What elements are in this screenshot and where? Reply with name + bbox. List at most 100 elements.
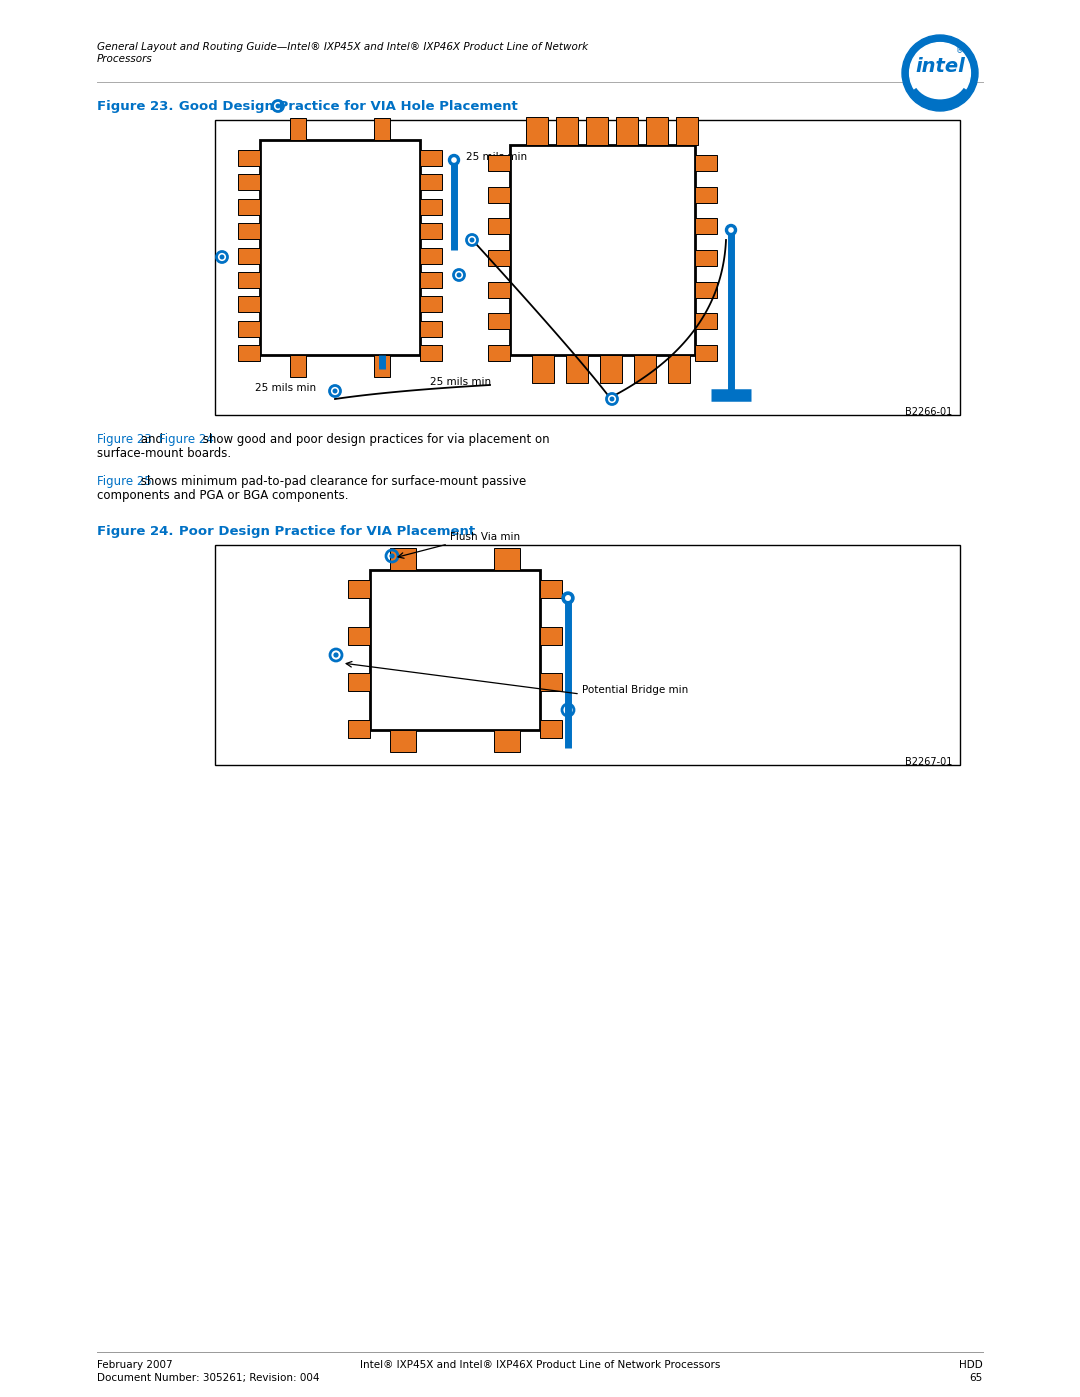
Bar [540, 673, 562, 692]
Bar [488, 218, 510, 235]
Bar [488, 250, 510, 265]
Text: Figure 24.: Figure 24. [97, 525, 174, 538]
Bar [215, 120, 960, 415]
Bar [494, 548, 519, 570]
Bar [420, 149, 442, 166]
Bar [420, 198, 442, 215]
Text: surface-mount boards.: surface-mount boards. [97, 447, 231, 460]
Bar [566, 355, 588, 383]
Bar [556, 117, 578, 145]
Text: and: and [137, 433, 166, 446]
Circle shape [726, 225, 737, 236]
Circle shape [457, 274, 461, 277]
Circle shape [902, 35, 978, 110]
Bar [488, 187, 510, 203]
Text: Document Number: 305261; Revision: 004: Document Number: 305261; Revision: 004 [97, 1373, 320, 1383]
Bar [646, 117, 669, 145]
Bar [291, 355, 306, 377]
Text: Figure 23.: Figure 23. [97, 101, 174, 113]
Bar [348, 673, 370, 692]
Bar [348, 719, 370, 738]
Bar [600, 355, 622, 383]
Circle shape [729, 228, 733, 232]
Circle shape [470, 239, 474, 242]
Text: B2267-01: B2267-01 [905, 757, 951, 767]
Bar [390, 548, 416, 570]
Bar [488, 282, 510, 298]
Bar [532, 355, 554, 383]
Bar [634, 355, 656, 383]
Bar [676, 117, 698, 145]
Circle shape [390, 555, 394, 557]
Text: HDD: HDD [959, 1361, 983, 1370]
Bar [420, 345, 442, 360]
Bar [238, 175, 260, 190]
Bar [669, 355, 690, 383]
Text: show good and poor design practices for via placement on: show good and poor design practices for … [199, 433, 550, 446]
Bar [374, 117, 390, 140]
Bar [696, 250, 717, 265]
Bar [291, 117, 306, 140]
Bar [420, 272, 442, 288]
Bar [238, 345, 260, 360]
Circle shape [334, 390, 337, 393]
Bar [420, 224, 442, 239]
Bar [696, 345, 717, 360]
Text: Processors: Processors [97, 54, 152, 64]
Bar [540, 719, 562, 738]
Bar [215, 545, 960, 766]
Bar [260, 140, 420, 355]
Bar [696, 155, 717, 170]
Circle shape [334, 652, 338, 657]
Bar [238, 224, 260, 239]
Bar [488, 155, 510, 170]
Text: shows minimum pad-to-pad clearance for surface-mount passive: shows minimum pad-to-pad clearance for s… [137, 475, 526, 488]
Bar [420, 247, 442, 264]
Bar [420, 296, 442, 313]
Text: Figure 24: Figure 24 [159, 433, 214, 446]
Text: 25 mils min: 25 mils min [465, 152, 527, 162]
Bar [494, 731, 519, 752]
Text: 25 mils min: 25 mils min [255, 383, 316, 393]
Bar [488, 345, 510, 360]
Text: 65: 65 [970, 1373, 983, 1383]
Bar [238, 272, 260, 288]
Text: Good Design Practice for VIA Hole Placement: Good Design Practice for VIA Hole Placem… [165, 101, 517, 113]
Bar [238, 296, 260, 313]
Text: General Layout and Routing Guide—Intel® IXP45X and Intel® IXP46X Product Line of: General Layout and Routing Guide—Intel® … [97, 42, 589, 52]
Text: February 2007: February 2007 [97, 1361, 173, 1370]
Bar [238, 149, 260, 166]
Circle shape [909, 42, 971, 103]
Bar [696, 282, 717, 298]
Bar [616, 117, 638, 145]
Bar [348, 580, 370, 598]
Circle shape [451, 158, 456, 162]
Text: Figure 25: Figure 25 [97, 475, 152, 488]
Bar [540, 627, 562, 644]
Circle shape [566, 595, 570, 601]
Text: ®: ® [956, 46, 963, 54]
Text: intel: intel [915, 57, 964, 75]
Bar [510, 145, 696, 355]
Circle shape [448, 155, 459, 165]
Bar [238, 198, 260, 215]
Text: components and PGA or BGA components.: components and PGA or BGA components. [97, 489, 349, 502]
Circle shape [562, 592, 573, 604]
Text: Intel® IXP45X and Intel® IXP46X Product Line of Network Processors: Intel® IXP45X and Intel® IXP46X Product … [360, 1361, 720, 1370]
Text: B2266-01: B2266-01 [905, 407, 951, 416]
Bar [238, 321, 260, 337]
Bar [348, 627, 370, 644]
Bar [238, 247, 260, 264]
Circle shape [220, 256, 224, 258]
Bar [696, 313, 717, 330]
Circle shape [610, 397, 613, 401]
Text: Potential Bridge min: Potential Bridge min [582, 685, 688, 694]
Bar [420, 321, 442, 337]
Bar [526, 117, 548, 145]
Bar [370, 570, 540, 731]
Circle shape [276, 105, 280, 108]
Text: 25 mils min: 25 mils min [430, 377, 491, 387]
Bar [374, 355, 390, 377]
Bar [390, 731, 416, 752]
Circle shape [566, 708, 570, 712]
